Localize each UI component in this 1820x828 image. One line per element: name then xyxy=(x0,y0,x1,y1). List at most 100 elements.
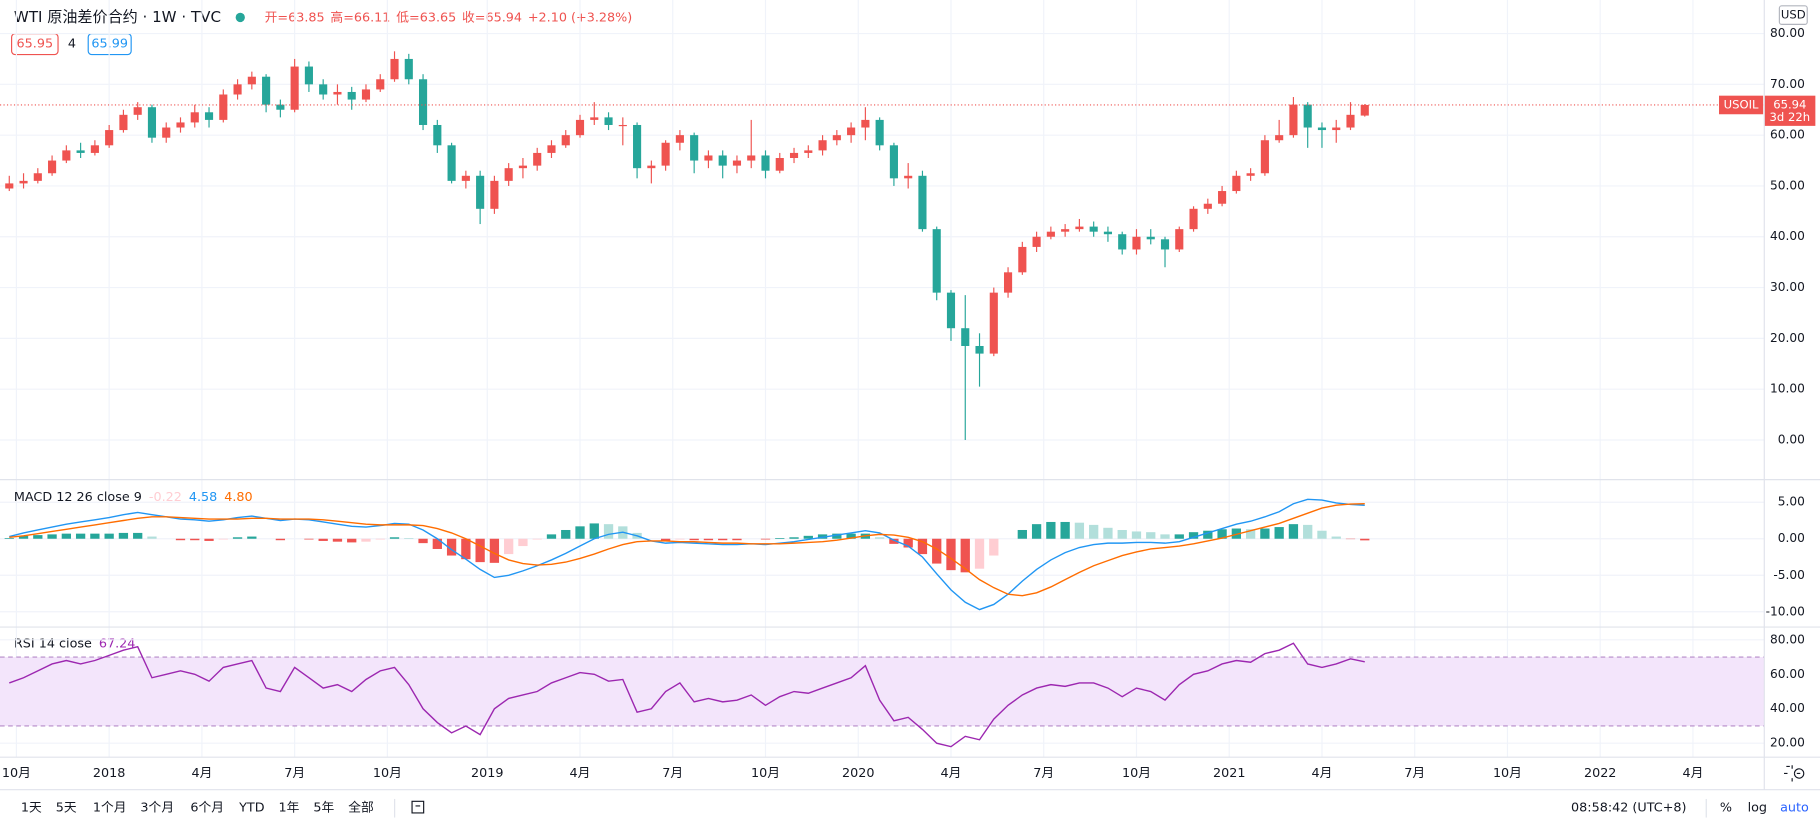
histogram-bar xyxy=(1331,536,1341,539)
x-tick-label: 2022 xyxy=(1584,766,1616,781)
x-tick-label: 7月 xyxy=(1404,766,1425,781)
range-button[interactable]: 1天 xyxy=(21,801,42,816)
candle-body xyxy=(1232,175,1241,192)
x-tick-label: 2020 xyxy=(842,766,874,781)
range-button[interactable]: 全部 xyxy=(348,800,374,816)
currency[interactable]: USD xyxy=(1781,8,1806,22)
scale-option[interactable]: log xyxy=(1748,801,1767,816)
candle-body xyxy=(1332,127,1341,131)
y-tick-label: 0.00 xyxy=(1778,531,1805,545)
symbol-tag-label: USOIL xyxy=(1724,97,1759,111)
range-button[interactable]: 1个月 xyxy=(93,801,127,816)
settings-icon[interactable] xyxy=(1784,765,1805,782)
y-tick-label: 80.00 xyxy=(1770,26,1805,40)
x-tick-label: 4月 xyxy=(1683,766,1704,781)
histogram-bar xyxy=(275,538,286,541)
macd-value: 4.58 xyxy=(189,490,217,505)
candle-body xyxy=(518,165,527,169)
candle-body xyxy=(1246,173,1255,176)
y-tick-label: 40.00 xyxy=(1770,701,1805,715)
scale-option[interactable]: auto xyxy=(1780,801,1809,816)
candle-body xyxy=(1132,236,1141,250)
close: 收=65.94 xyxy=(462,10,522,25)
candle-body xyxy=(946,292,956,329)
x-tick-label: 4月 xyxy=(191,766,212,781)
x-tick-label: 2021 xyxy=(1213,766,1245,781)
histogram-bar xyxy=(204,538,214,541)
candle-body xyxy=(361,89,371,100)
clock: 08:58:42 (UTC+8) xyxy=(1571,801,1686,816)
histogram-bar xyxy=(789,537,799,539)
histogram-bar xyxy=(775,538,785,539)
histogram-bar xyxy=(546,534,557,539)
candle-body xyxy=(847,127,856,136)
histogram-bar xyxy=(1146,532,1156,539)
candle-body xyxy=(789,152,799,159)
spread: 4 xyxy=(68,37,76,52)
range-button[interactable]: 1年 xyxy=(279,801,300,816)
candle-body xyxy=(1160,239,1170,250)
scale-option[interactable]: % xyxy=(1720,801,1732,816)
candle-body xyxy=(1089,226,1098,232)
y-tick-label: 30.00 xyxy=(1770,280,1805,294)
histogram-bar xyxy=(832,533,842,539)
signal-value: 4.80 xyxy=(224,490,252,505)
histogram-bar xyxy=(318,538,328,541)
candle-body xyxy=(376,79,385,90)
countdown: 3d 22h xyxy=(1770,110,1811,124)
histogram-bar xyxy=(917,538,928,555)
x-tick-label: 10月 xyxy=(2,766,31,781)
histogram-bar xyxy=(504,538,514,555)
market-status xyxy=(235,12,245,23)
x-tick-label: 10月 xyxy=(1493,766,1522,781)
candle-body xyxy=(804,150,813,153)
histogram-bar xyxy=(332,538,343,542)
y-tick-label: 20.00 xyxy=(1770,331,1805,345)
candle-body xyxy=(290,66,299,110)
candle-body xyxy=(490,180,499,209)
y-tick-label: -10.00 xyxy=(1766,604,1805,618)
candle-body xyxy=(1032,236,1041,247)
histogram-bar xyxy=(232,537,243,539)
macd-title: MACD 12 26 close 9 xyxy=(14,490,142,505)
candle-body xyxy=(889,145,898,179)
y-tick-label: 60.00 xyxy=(1770,128,1805,142)
candle-body xyxy=(1046,231,1055,237)
histogram-bar xyxy=(903,538,913,548)
y-tick-label: 0.00 xyxy=(1778,432,1805,446)
range-button[interactable]: YTD xyxy=(238,801,265,816)
candle-body xyxy=(675,135,684,143)
candle-body xyxy=(433,124,442,146)
bid[interactable]: 65.95 xyxy=(17,37,54,52)
range-button[interactable]: 6个月 xyxy=(190,801,224,816)
goto-date-icon[interactable] xyxy=(411,800,425,814)
range-button[interactable]: 5天 xyxy=(56,801,77,816)
range-button[interactable]: 3个月 xyxy=(140,801,174,816)
candle-body xyxy=(1360,104,1369,116)
ohlc-readout: 开=63.85 高=66.11 低=63.65 收=65.94 +2.10 (+3.28… xyxy=(265,9,633,25)
candle-body xyxy=(304,66,313,85)
range-button[interactable]: 5年 xyxy=(313,801,334,816)
currency-box[interactable] xyxy=(1778,5,1808,25)
candle-body xyxy=(333,91,342,95)
candle-body xyxy=(704,155,713,161)
candle-body xyxy=(775,158,784,171)
histogram-bar xyxy=(1031,524,1042,539)
histogram-bar xyxy=(104,533,114,539)
y-tick-label: 20.00 xyxy=(1770,736,1805,750)
low: 低=63.65 xyxy=(396,10,456,25)
candle-body xyxy=(932,229,941,293)
y-tick-label: 60.00 xyxy=(1770,667,1805,681)
rsi-line xyxy=(9,642,1365,748)
histogram-bar xyxy=(1260,528,1270,539)
histogram-bar xyxy=(532,538,542,540)
y-tick-label: -5.00 xyxy=(1773,568,1805,582)
histogram-bar xyxy=(1060,521,1070,539)
candle-body xyxy=(204,112,214,120)
candle-body xyxy=(162,127,171,138)
candle-body xyxy=(918,175,927,230)
symbol-tag xyxy=(1719,95,1764,115)
candle-body xyxy=(1146,236,1155,240)
histogram-bar xyxy=(989,538,999,556)
